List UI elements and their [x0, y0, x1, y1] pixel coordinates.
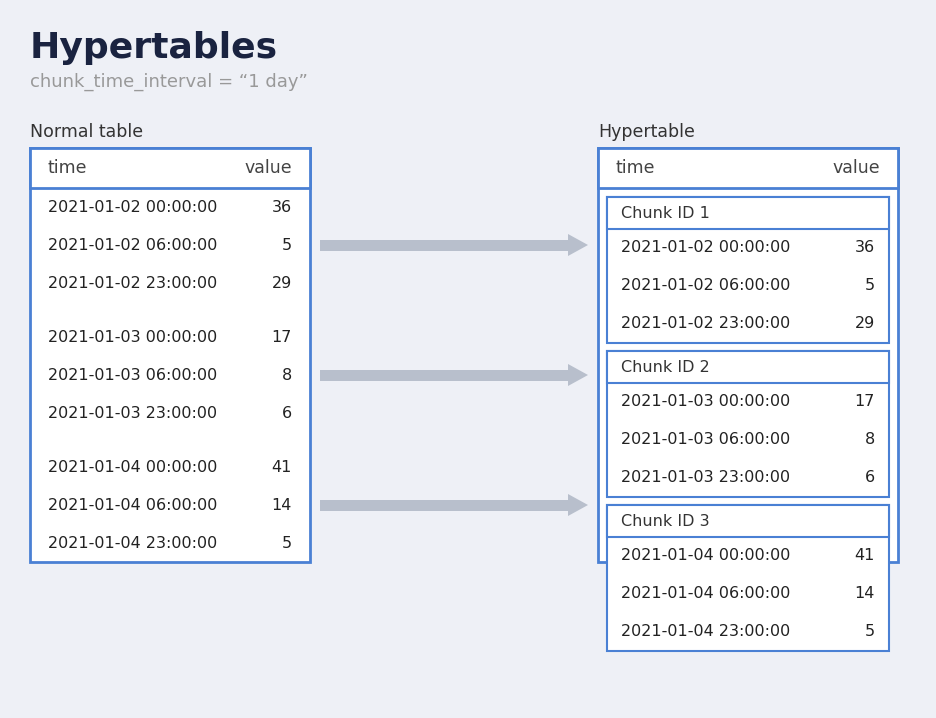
FancyBboxPatch shape	[30, 318, 310, 432]
Text: 36: 36	[855, 241, 875, 256]
Text: 2021-01-04 00:00:00: 2021-01-04 00:00:00	[48, 460, 217, 475]
Text: 5: 5	[282, 238, 292, 253]
Text: 8: 8	[865, 432, 875, 447]
FancyBboxPatch shape	[30, 148, 310, 562]
FancyBboxPatch shape	[320, 500, 568, 510]
Text: Chunk ID 2: Chunk ID 2	[621, 360, 709, 375]
FancyBboxPatch shape	[607, 383, 889, 497]
Text: 2021-01-02 06:00:00: 2021-01-02 06:00:00	[48, 238, 217, 253]
Text: 41: 41	[855, 549, 875, 564]
Text: 14: 14	[271, 498, 292, 513]
Text: 29: 29	[855, 317, 875, 332]
Text: 2021-01-02 00:00:00: 2021-01-02 00:00:00	[621, 241, 790, 256]
FancyBboxPatch shape	[30, 148, 310, 188]
FancyBboxPatch shape	[607, 351, 889, 497]
Text: value: value	[832, 159, 880, 177]
FancyBboxPatch shape	[607, 505, 889, 537]
FancyBboxPatch shape	[30, 188, 310, 302]
Text: Hypertables: Hypertables	[30, 31, 278, 65]
Text: 5: 5	[282, 536, 292, 551]
Text: 2021-01-03 06:00:00: 2021-01-03 06:00:00	[48, 368, 217, 383]
Text: 41: 41	[271, 460, 292, 475]
FancyBboxPatch shape	[607, 229, 889, 343]
Text: time: time	[616, 159, 655, 177]
Text: 2021-01-02 06:00:00: 2021-01-02 06:00:00	[621, 279, 790, 294]
Text: 2021-01-04 06:00:00: 2021-01-04 06:00:00	[48, 498, 217, 513]
Polygon shape	[568, 494, 588, 516]
Text: 36: 36	[271, 200, 292, 215]
Text: 6: 6	[865, 470, 875, 485]
FancyBboxPatch shape	[607, 351, 889, 383]
Text: value: value	[244, 159, 292, 177]
Text: 5: 5	[865, 279, 875, 294]
Text: 2021-01-03 06:00:00: 2021-01-03 06:00:00	[621, 432, 790, 447]
Text: Chunk ID 1: Chunk ID 1	[621, 205, 709, 220]
Text: time: time	[48, 159, 87, 177]
FancyBboxPatch shape	[607, 197, 889, 229]
Text: 2021-01-04 06:00:00: 2021-01-04 06:00:00	[621, 587, 790, 602]
Text: 6: 6	[282, 406, 292, 421]
Text: chunk_time_interval = “1 day”: chunk_time_interval = “1 day”	[30, 73, 308, 91]
Text: 2021-01-02 23:00:00: 2021-01-02 23:00:00	[621, 317, 790, 332]
FancyBboxPatch shape	[598, 148, 898, 188]
Text: Normal table: Normal table	[30, 123, 143, 141]
FancyBboxPatch shape	[607, 197, 889, 343]
Text: 2021-01-03 23:00:00: 2021-01-03 23:00:00	[621, 470, 790, 485]
Text: Chunk ID 3: Chunk ID 3	[621, 513, 709, 528]
Text: 2021-01-03 23:00:00: 2021-01-03 23:00:00	[48, 406, 217, 421]
Text: 2021-01-03 00:00:00: 2021-01-03 00:00:00	[621, 394, 790, 409]
FancyBboxPatch shape	[30, 302, 310, 318]
Text: Hypertable: Hypertable	[598, 123, 695, 141]
FancyBboxPatch shape	[320, 370, 568, 381]
Text: 2021-01-04 23:00:00: 2021-01-04 23:00:00	[48, 536, 217, 551]
Polygon shape	[568, 364, 588, 386]
Text: 2021-01-02 00:00:00: 2021-01-02 00:00:00	[48, 200, 217, 215]
Text: 2021-01-04 23:00:00: 2021-01-04 23:00:00	[621, 625, 790, 640]
Text: 2021-01-02 23:00:00: 2021-01-02 23:00:00	[48, 276, 217, 291]
Text: 8: 8	[282, 368, 292, 383]
FancyBboxPatch shape	[320, 240, 568, 251]
FancyBboxPatch shape	[30, 448, 310, 562]
Polygon shape	[568, 234, 588, 256]
FancyBboxPatch shape	[607, 505, 889, 651]
Text: 2021-01-03 00:00:00: 2021-01-03 00:00:00	[48, 330, 217, 345]
FancyBboxPatch shape	[30, 432, 310, 448]
Text: 17: 17	[855, 394, 875, 409]
FancyBboxPatch shape	[598, 148, 898, 562]
Text: 29: 29	[271, 276, 292, 291]
Text: 14: 14	[855, 587, 875, 602]
Text: 5: 5	[865, 625, 875, 640]
FancyBboxPatch shape	[607, 537, 889, 651]
Text: 17: 17	[271, 330, 292, 345]
Text: 2021-01-04 00:00:00: 2021-01-04 00:00:00	[621, 549, 790, 564]
